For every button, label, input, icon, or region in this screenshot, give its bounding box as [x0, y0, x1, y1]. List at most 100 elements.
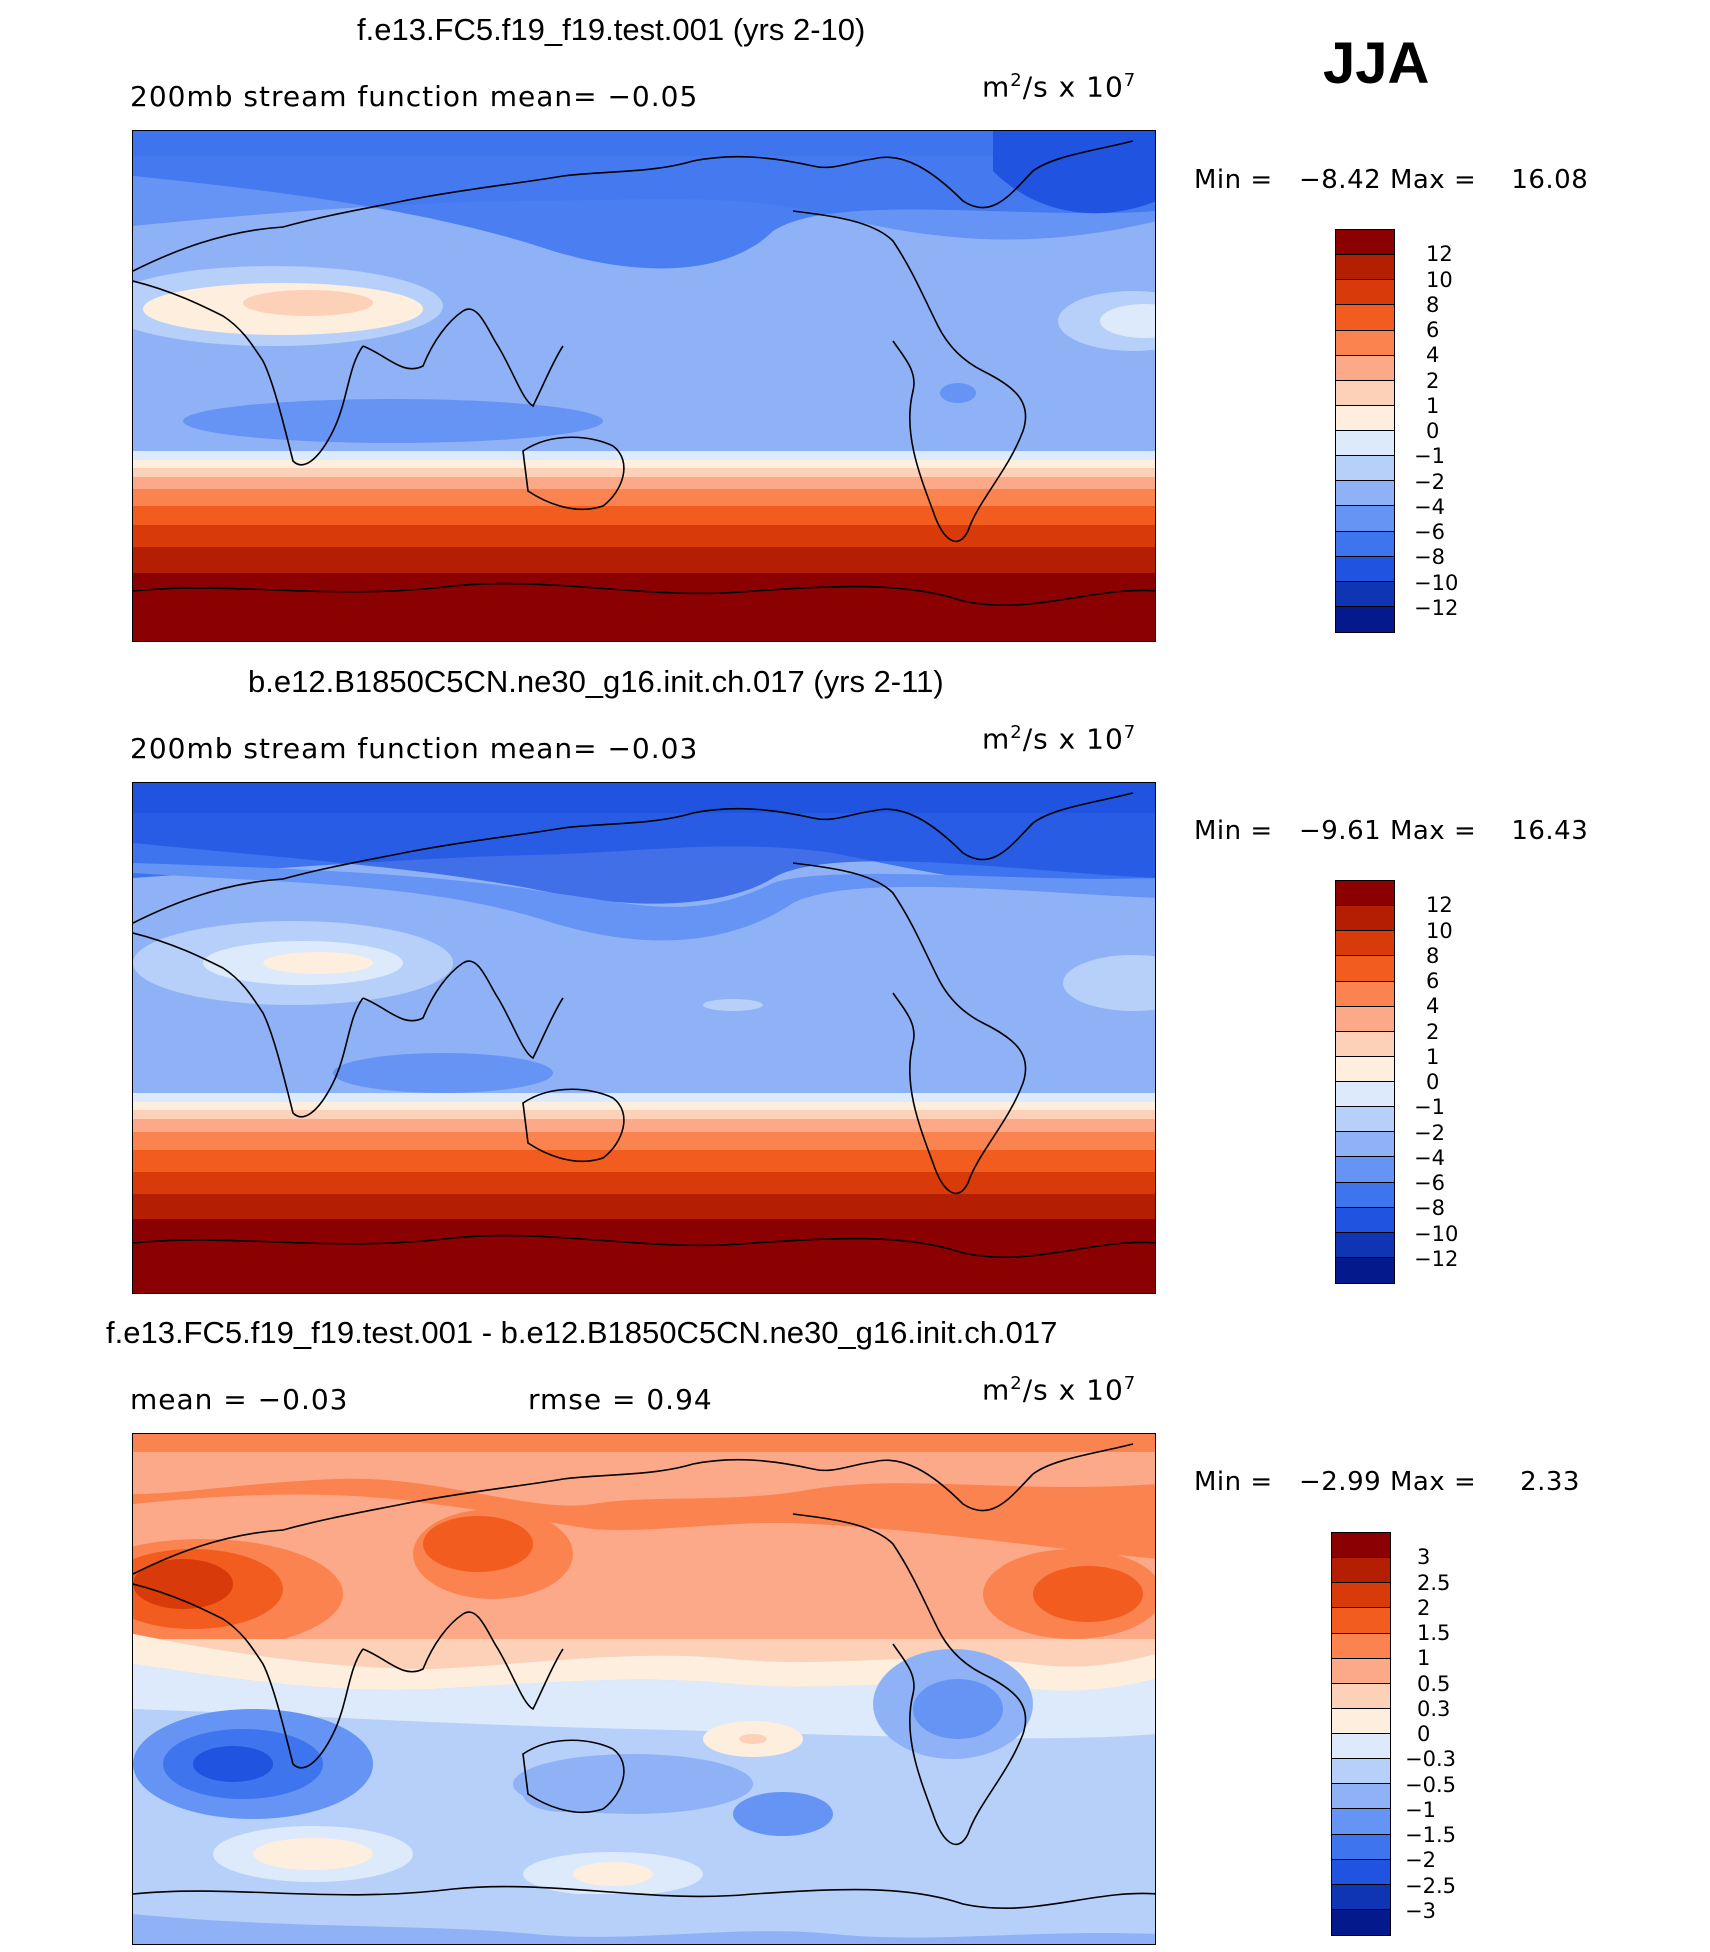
- colorbar-swatch: [1332, 1909, 1390, 1935]
- colorbar-labels: 12 10 8 6 4 2 1 0 −1 −2 −4 −6 −8 −10 −12: [1414, 229, 1514, 633]
- colorbar-swatch: [1336, 481, 1394, 507]
- colorbar-tick-label: −2.5: [1405, 1873, 1456, 1898]
- colorbar-tick-label: 6: [1426, 969, 1440, 993]
- colorbar-tick-label: 0: [1426, 419, 1440, 443]
- colorbar-tick-label: −6: [1414, 1171, 1445, 1195]
- colorbar-swatch: [1336, 1232, 1394, 1258]
- colorbar-tick-label: −8: [1414, 545, 1445, 570]
- colorbar-swatch: [1336, 230, 1394, 256]
- min-max-readout: Min = −2.99 Max = 2.33: [1194, 1467, 1580, 1497]
- panel-title: b.e12.B1850C5CN.ne30_g16.init.ch.017 (yr…: [248, 664, 944, 699]
- colorbar-tick-label: 8: [1426, 292, 1440, 317]
- colorbar-tick-label: −12: [1414, 1246, 1459, 1271]
- colorbar-swatch: [1336, 431, 1394, 457]
- colorbar-swatch: [1332, 1884, 1390, 1910]
- contour-map: [132, 782, 1156, 1294]
- min-max-readout: Min = −9.61 Max = 16.43: [1194, 816, 1589, 846]
- colorbar-tick-label: 1: [1417, 1646, 1431, 1671]
- colorbar-swatch: [1336, 405, 1394, 431]
- colorbar-swatch: [1332, 1834, 1390, 1860]
- colorbar-tick-label: 0: [1426, 1070, 1440, 1094]
- panel-stat-left: 200mb stream function mean= −0.05: [130, 80, 699, 113]
- colorbar-tick-label: −0.3: [1405, 1747, 1456, 1772]
- colorbar-swatch: [1336, 956, 1394, 982]
- colorbar-swatch: [1332, 1608, 1390, 1634]
- panel-stat-left: 200mb stream function mean= −0.03: [130, 732, 699, 765]
- colorbar-swatch: [1336, 456, 1394, 482]
- colorbar-tick-label: 2.5: [1417, 1570, 1451, 1595]
- colorbar-swatch: [1336, 606, 1394, 632]
- colorbar-tick-label: 10: [1426, 267, 1453, 292]
- colorbar-tick-label: 2: [1426, 1019, 1440, 1044]
- map-plot: [133, 783, 1155, 1293]
- colorbar-swatch: [1336, 305, 1394, 331]
- colorbar-swatch: [1336, 1031, 1394, 1057]
- colorbar: [1335, 880, 1395, 1284]
- colorbar: [1331, 1532, 1391, 1936]
- colorbar-tick-label: −1: [1414, 1095, 1445, 1120]
- colorbar-tick-label: 10: [1426, 918, 1453, 943]
- colorbar-tick-label: 8: [1426, 943, 1440, 968]
- colorbar-swatch: [1336, 255, 1394, 281]
- colorbar-swatch: [1336, 1182, 1394, 1208]
- colorbar-labels: 3 2.5 2 1.5 1 0.5 0.3 0 −0.3 −0.5 −1 −1.5 −2 −2.5 −3: [1405, 1532, 1505, 1936]
- colorbar-swatch: [1336, 1132, 1394, 1158]
- colorbar-tick-label: −1.5: [1405, 1823, 1456, 1847]
- colorbar-swatch: [1332, 1558, 1390, 1584]
- colorbar-swatch: [1336, 906, 1394, 932]
- colorbar-swatch: [1336, 1006, 1394, 1032]
- colorbar-tick-label: −3: [1405, 1898, 1436, 1923]
- season-label: JJA: [1323, 31, 1430, 96]
- colorbar-swatch: [1336, 1257, 1394, 1283]
- colorbar-tick-label: 0.5: [1417, 1671, 1451, 1696]
- colorbar-tick-label: −2: [1414, 469, 1445, 494]
- colorbar-swatch: [1336, 1056, 1394, 1082]
- colorbar-swatch: [1336, 1082, 1394, 1108]
- colorbar-tick-label: 0: [1417, 1722, 1431, 1746]
- colorbar-swatch: [1332, 1784, 1390, 1810]
- colorbar-tick-label: 2: [1426, 368, 1440, 393]
- colorbar-swatch: [1336, 581, 1394, 607]
- colorbar-tick-label: −12: [1414, 595, 1459, 620]
- colorbar-tick-label: −10: [1414, 570, 1459, 595]
- colorbar-tick-label: −2: [1414, 1120, 1445, 1145]
- units-label: m2/s x 107: [982, 722, 1137, 756]
- colorbar-swatch: [1332, 1633, 1390, 1659]
- map-plot: [133, 1434, 1155, 1944]
- colorbar-swatch: [1332, 1809, 1390, 1835]
- colorbar-tick-label: −0.5: [1405, 1772, 1456, 1797]
- colorbar-tick-label: 12: [1426, 242, 1453, 267]
- colorbar-swatch: [1336, 531, 1394, 557]
- colorbar-tick-label: 1: [1426, 393, 1440, 418]
- colorbar-tick-label: −4: [1414, 1145, 1445, 1170]
- colorbar-swatch: [1336, 506, 1394, 532]
- units-label: m2/s x 107: [982, 70, 1137, 104]
- units-label: m2/s x 107: [982, 1373, 1137, 1407]
- colorbar-swatch: [1336, 1157, 1394, 1183]
- contour-map: [132, 130, 1156, 642]
- colorbar-swatch: [1336, 981, 1394, 1007]
- colorbar-tick-label: 3: [1417, 1545, 1431, 1570]
- colorbar-swatch: [1336, 355, 1394, 381]
- panel-stat-left: mean = −0.03: [130, 1383, 349, 1416]
- colorbar-swatch: [1332, 1734, 1390, 1760]
- colorbar-tick-label: −10: [1414, 1221, 1459, 1246]
- colorbar-tick-label: 4: [1426, 994, 1440, 1019]
- colorbar-tick-label: −1: [1405, 1797, 1436, 1822]
- colorbar-tick-label: 6: [1426, 318, 1440, 342]
- colorbar-swatch: [1336, 1207, 1394, 1233]
- colorbar-tick-label: 2: [1417, 1595, 1431, 1620]
- colorbar-swatch: [1332, 1759, 1390, 1785]
- colorbar-tick-label: 1: [1426, 1044, 1440, 1069]
- colorbar-tick-label: −6: [1414, 520, 1445, 544]
- colorbar-tick-label: 12: [1426, 893, 1453, 918]
- colorbar-tick-label: 0.3: [1417, 1696, 1451, 1721]
- map-plot: [133, 131, 1155, 641]
- colorbar-tick-label: −4: [1414, 494, 1445, 519]
- colorbar-swatch: [1332, 1533, 1390, 1559]
- panel-title: f.e13.FC5.f19_f19.test.001 - b.e12.B1850…: [106, 1315, 1058, 1350]
- min-max-readout: Min = −8.42 Max = 16.08: [1194, 165, 1589, 195]
- panel-stat-right: rmse = 0.94: [528, 1383, 713, 1416]
- contour-map: [132, 1433, 1156, 1945]
- colorbar-tick-label: −2: [1405, 1848, 1436, 1873]
